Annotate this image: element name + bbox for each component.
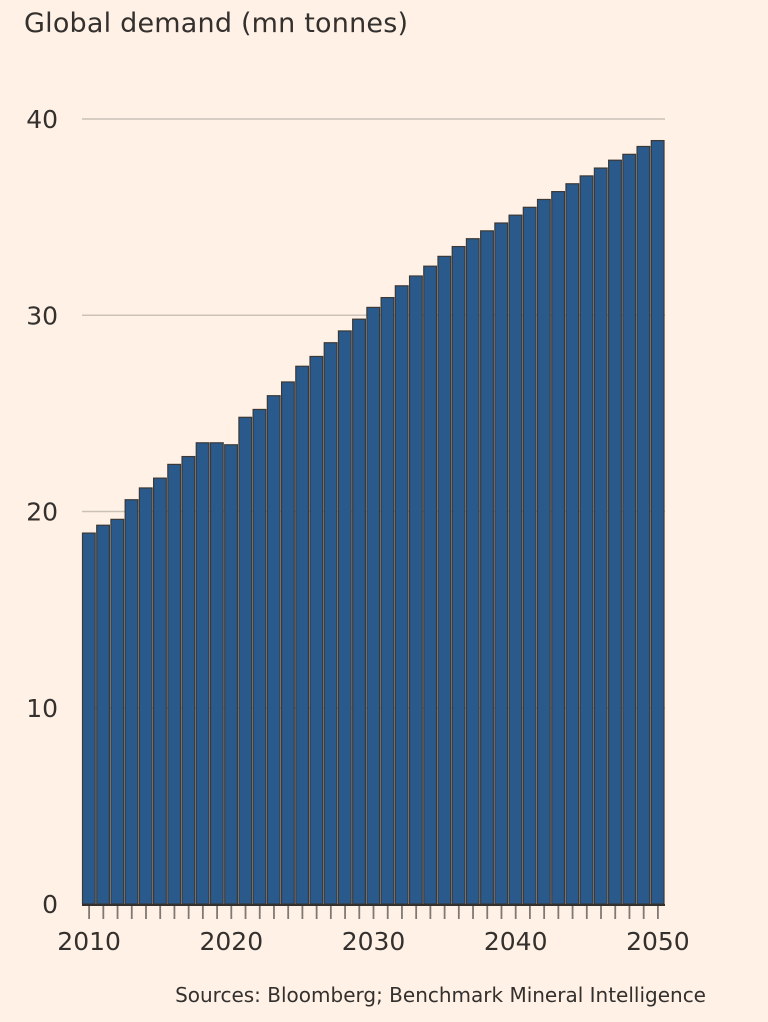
y-tick-label: 30 [26, 301, 58, 330]
bar-2049 [636, 145, 651, 905]
bar-2014 [138, 487, 153, 905]
y-tick-label: 40 [26, 105, 58, 134]
bar-2025 [295, 365, 310, 905]
bar-2044 [565, 183, 580, 905]
source-note: Sources: Bloomberg; Benchmark Mineral In… [175, 983, 706, 1007]
bar-2024 [280, 381, 295, 905]
y-tick-label: 20 [26, 498, 58, 527]
bar-2010 [81, 532, 96, 905]
bar-2027 [323, 342, 338, 905]
bar-2021 [238, 416, 253, 905]
bar-2050 [650, 139, 665, 905]
bar-2016 [167, 463, 182, 905]
y-tick-label: 10 [26, 694, 58, 723]
bar-2043 [551, 191, 566, 905]
bar-2032 [394, 285, 409, 905]
bar-2013 [124, 499, 139, 905]
bar-2023 [266, 395, 281, 905]
bar-2019 [209, 442, 224, 905]
bar-2041 [522, 206, 537, 905]
bar-2015 [152, 477, 167, 905]
x-tick-label: 2010 [57, 927, 121, 956]
bar-2042 [536, 198, 551, 905]
bar-2012 [110, 518, 125, 905]
bar-2017 [181, 455, 196, 905]
bar-2029 [352, 318, 366, 905]
bar-2031 [380, 296, 395, 905]
bar-2018 [195, 442, 210, 905]
bar-2039 [494, 222, 509, 905]
x-tick-label: 2020 [199, 927, 263, 956]
y-tick-label: 0 [42, 890, 58, 919]
bar-2033 [408, 275, 423, 905]
bar-2028 [337, 330, 352, 905]
bar-2026 [309, 355, 324, 905]
chart-title: Global demand (mn tonnes) [24, 8, 409, 39]
x-tick-label: 2050 [626, 927, 690, 956]
bar-2045 [579, 175, 594, 905]
bar-2037 [465, 238, 480, 905]
bar-2020 [224, 444, 239, 905]
bar-2040 [508, 214, 523, 905]
bar-2048 [622, 153, 637, 905]
bar-2011 [96, 524, 111, 905]
bar-2034 [423, 265, 438, 905]
bar-2030 [366, 306, 381, 905]
bar-2036 [451, 245, 466, 905]
bar-2022 [252, 408, 267, 905]
bar-2038 [480, 230, 494, 905]
bar-2046 [593, 167, 608, 905]
bar-2047 [608, 159, 622, 905]
x-tick-label: 2030 [342, 927, 406, 956]
bar-2035 [437, 255, 452, 905]
x-tick-label: 2040 [484, 927, 548, 956]
